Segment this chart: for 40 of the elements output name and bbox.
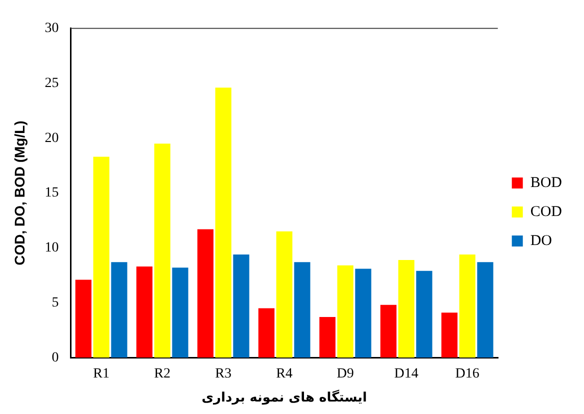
bar [416,270,432,358]
y-tick-label: 15 [44,186,59,201]
bar [294,262,310,358]
y-tick-label: 10 [44,240,59,256]
bar [197,229,214,358]
bar [398,260,414,358]
bar [319,317,336,358]
y-tick-label: 5 [52,295,59,310]
x-tick-label: R2 [154,366,170,382]
bar [459,254,476,358]
y-tick-label: 25 [44,76,59,91]
x-axis-title: ایستگاه های نمونه برداری [202,390,368,406]
legend-label: DO [530,232,552,249]
bar [380,304,396,358]
bar [233,254,250,358]
x-tick-label: D16 [455,366,480,382]
y-tick-label: 30 [44,21,59,36]
y-tick-label: 0 [52,350,59,366]
bar [136,266,152,358]
x-tick-label: R1 [93,366,110,382]
bar [355,268,372,358]
y-tick-label: 20 [44,130,59,146]
legend-label: COD [530,204,562,220]
x-tick-label: R3 [215,366,232,382]
bar [93,156,110,358]
y-axis-title: COD, DO, BOD (Mg/L) [11,120,28,266]
bar [441,312,458,358]
bar [111,262,128,358]
x-tick-label: D14 [394,366,418,382]
bar [337,265,354,358]
x-tick-label: D9 [336,366,354,382]
x-tick-label: R4 [276,366,292,382]
legend-label: BOD [530,174,562,191]
bar [75,280,92,358]
bar [276,231,292,358]
bar [258,308,274,358]
bar [172,268,188,358]
bar [477,262,494,358]
bar [215,88,232,358]
bar [154,144,170,358]
